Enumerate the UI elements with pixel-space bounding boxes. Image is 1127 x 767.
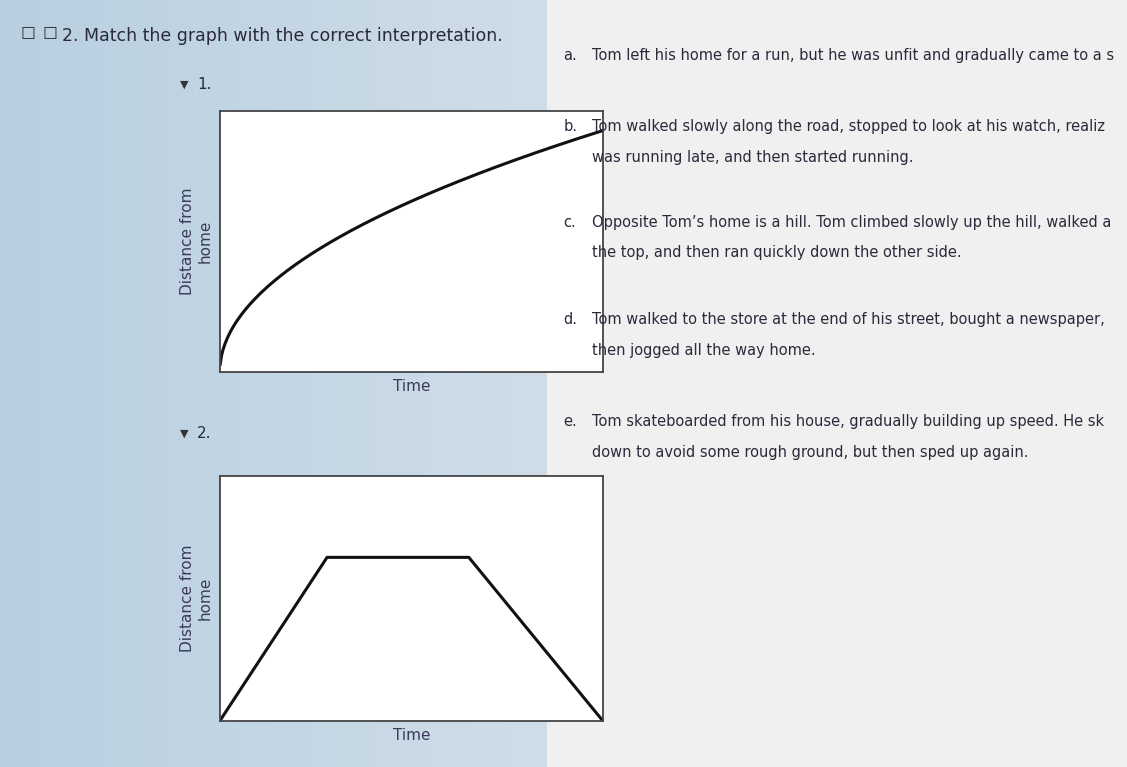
Text: 1.: 1.: [197, 77, 212, 92]
Text: b.: b.: [564, 119, 577, 134]
Text: down to avoid some rough ground, but then sped up again.: down to avoid some rough ground, but the…: [592, 445, 1028, 460]
Y-axis label: Distance from
home: Distance from home: [180, 188, 213, 295]
Text: Tom walked slowly along the road, stopped to look at his watch, realiz: Tom walked slowly along the road, stoppe…: [592, 119, 1104, 134]
Text: c.: c.: [564, 215, 576, 230]
Text: 2. Match the graph with the correct interpretation.: 2. Match the graph with the correct inte…: [62, 27, 503, 44]
Text: 2.: 2.: [197, 426, 212, 441]
Text: ▼: ▼: [180, 79, 189, 90]
Text: the top, and then ran quickly down the other side.: the top, and then ran quickly down the o…: [592, 245, 961, 261]
Text: Opposite Tom’s home is a hill. Tom climbed slowly up the hill, walked a: Opposite Tom’s home is a hill. Tom climb…: [592, 215, 1111, 230]
Text: Tom skateboarded from his house, gradually building up speed. He sk: Tom skateboarded from his house, gradual…: [592, 414, 1103, 430]
Text: was running late, and then started running.: was running late, and then started runni…: [592, 150, 913, 165]
Text: d.: d.: [564, 312, 577, 328]
Text: ▼: ▼: [180, 428, 189, 439]
Text: e.: e.: [564, 414, 577, 430]
Text: Tom left his home for a run, but he was unfit and gradually came to a s: Tom left his home for a run, but he was …: [592, 48, 1113, 63]
X-axis label: Time: Time: [392, 379, 431, 394]
Text: ☐: ☐: [20, 25, 35, 42]
Text: ☐: ☐: [43, 25, 57, 42]
Y-axis label: Distance from
home: Distance from home: [180, 545, 213, 652]
Text: Tom walked to the store at the end of his street, bought a newspaper,: Tom walked to the store at the end of hi…: [592, 312, 1104, 328]
Text: a.: a.: [564, 48, 577, 63]
Text: then jogged all the way home.: then jogged all the way home.: [592, 343, 815, 358]
X-axis label: Time: Time: [392, 728, 431, 743]
